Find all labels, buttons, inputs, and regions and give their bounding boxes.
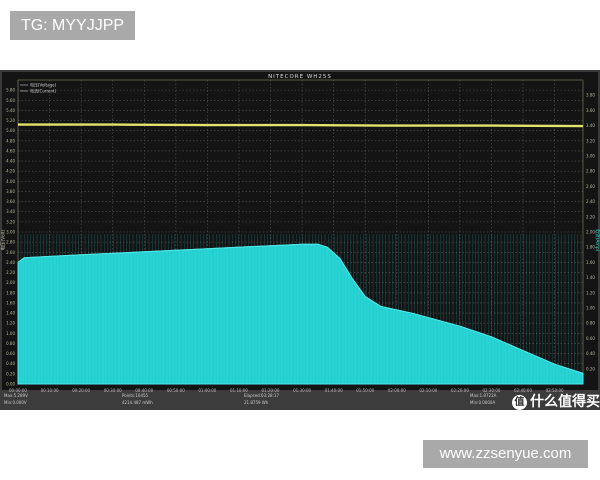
x-tick: 02:40:00 (514, 388, 532, 393)
x-tick: 00:20:00 (72, 388, 90, 393)
y-tick-right: 3.40 (586, 123, 595, 128)
stats-bar (0, 390, 600, 410)
y-tick-left: 5.00 (6, 128, 15, 133)
x-tick: 02:20:00 (451, 388, 469, 393)
y-tick-right: 3.20 (586, 138, 595, 143)
x-tick: 01:00:00 (198, 388, 216, 393)
y-tick-left: 5.40 (6, 108, 15, 113)
y-tick-left: 1.20 (6, 321, 15, 326)
x-tick: 01:50:00 (356, 388, 374, 393)
y-tick-left: 5.20 (6, 118, 15, 123)
y-tick-right: 0.20 (586, 366, 595, 371)
stat-text: Min:0.000V (4, 400, 27, 405)
logo-text: 什么值得买 (530, 394, 600, 410)
y-tick-left: 3.40 (6, 209, 15, 214)
chart-panel: NITECORE WH25S 0.00 0.20 0.40 0.60 0.80 1.00 1.… (0, 70, 600, 410)
voltage-line (18, 123, 584, 128)
y-tick-left: 3.20 (6, 219, 15, 224)
y-tick-right: 2.80 (586, 169, 595, 174)
watermark-tg: TG: MYYJJPP (10, 11, 135, 40)
y-tick-left: 1.80 (6, 290, 15, 295)
x-tick: 00:50:00 (167, 388, 185, 393)
y-tick-right: 0.40 (586, 351, 595, 356)
y-tick-right: 1.20 (586, 290, 595, 295)
x-tick: 00:00:00 (9, 388, 27, 393)
y-tick-right: 0.60 (586, 336, 595, 341)
chart-title: NITECORE WH25S (268, 74, 332, 80)
y-axis-label-left: 电压(Volt) (0, 229, 7, 250)
x-tick: 02:10:00 (419, 388, 437, 393)
stat-text: Points:10455 (122, 393, 149, 398)
y-tick-left: 2.60 (6, 250, 15, 255)
y-tick-left: 3.60 (6, 199, 15, 204)
logo-mark: 值 (512, 394, 527, 410)
x-tick: 01:40:00 (325, 388, 343, 393)
y-tick-right: 0.80 (586, 321, 595, 326)
watermark-site: www.zzsenyue.com (423, 440, 588, 468)
y-tick-left: 5.80 (6, 88, 15, 93)
y-tick-left: 3.00 (6, 230, 15, 235)
y-tick-left: 0.40 (6, 361, 15, 366)
x-tick: 02:30:00 (482, 388, 500, 393)
x-tick: 01:20:00 (262, 388, 280, 393)
y-tick-left: 4.60 (6, 148, 15, 153)
y-tick-right: 1.00 (586, 306, 595, 311)
x-tick: 00:40:00 (135, 388, 153, 393)
y-tick-left: 4.20 (6, 169, 15, 174)
x-tick: 00:10:00 (41, 388, 59, 393)
y-tick-left: 2.00 (6, 280, 15, 285)
y-tick-right: 3.80 (586, 93, 595, 98)
y-tick-left: 2.40 (6, 260, 15, 265)
y-tick-right: 2.60 (586, 184, 595, 189)
y-tick-left: 1.00 (6, 331, 15, 336)
y-tick-left: 0.60 (6, 351, 15, 356)
y-tick-right: 2.00 (586, 230, 595, 235)
y-tick-left: 2.20 (6, 270, 15, 275)
stat-text: Elapsed:03:28:17 (244, 393, 279, 398)
legend-current: 电流(Current) (30, 88, 57, 94)
y-tick-right: 2.20 (586, 214, 595, 219)
x-tick: 01:30:00 (293, 388, 311, 393)
y-axis-label-right: 电流(Amp) (594, 229, 600, 252)
stat-text: Max:5.289V (4, 393, 28, 398)
y-tick-left: 0.80 (6, 341, 15, 346)
y-tick-right: 2.40 (586, 199, 595, 204)
legend-voltage: 电压(Voltage) (30, 82, 57, 88)
power-meter-chart: NITECORE WH25S 0.00 0.20 0.40 0.60 0.80 1.00 1.… (0, 70, 600, 410)
y-tick-left: 0.00 (6, 382, 15, 387)
y-tick-right: 1.40 (586, 275, 595, 280)
stat-text: 4214.487 mWh (122, 400, 153, 405)
x-tick: 01:10:00 (230, 388, 248, 393)
y-tick-left: 5.60 (6, 98, 15, 103)
y-tick-left: 4.80 (6, 138, 15, 143)
y-tick-left: 1.40 (6, 311, 15, 316)
x-tick: 02:50:00 (546, 388, 564, 393)
y-tick-left: 3.80 (6, 189, 15, 194)
site-logo: 值 什么值得买 (512, 394, 600, 410)
y-tick-left: 4.40 (6, 159, 15, 164)
current-line (17, 243, 584, 385)
stat-text: Min:0.0000A (470, 400, 495, 405)
y-tick-right: 1.60 (586, 260, 595, 265)
y-tick-right: 3.60 (586, 108, 595, 113)
stat-text: Max:1.8722A (470, 393, 497, 398)
y-tick-left: 2.80 (6, 240, 15, 245)
y-tick-left: 0.20 (6, 371, 15, 376)
stat-text: 21.8759 Wh (244, 400, 269, 405)
x-tick: 02:00:00 (388, 388, 406, 393)
y-tick-right: 1.80 (586, 245, 595, 250)
x-tick: 00:30:00 (104, 388, 122, 393)
y-tick-left: 1.60 (6, 300, 15, 305)
y-tick-left: 4.00 (6, 179, 15, 184)
y-tick-right: 3.00 (586, 154, 595, 159)
